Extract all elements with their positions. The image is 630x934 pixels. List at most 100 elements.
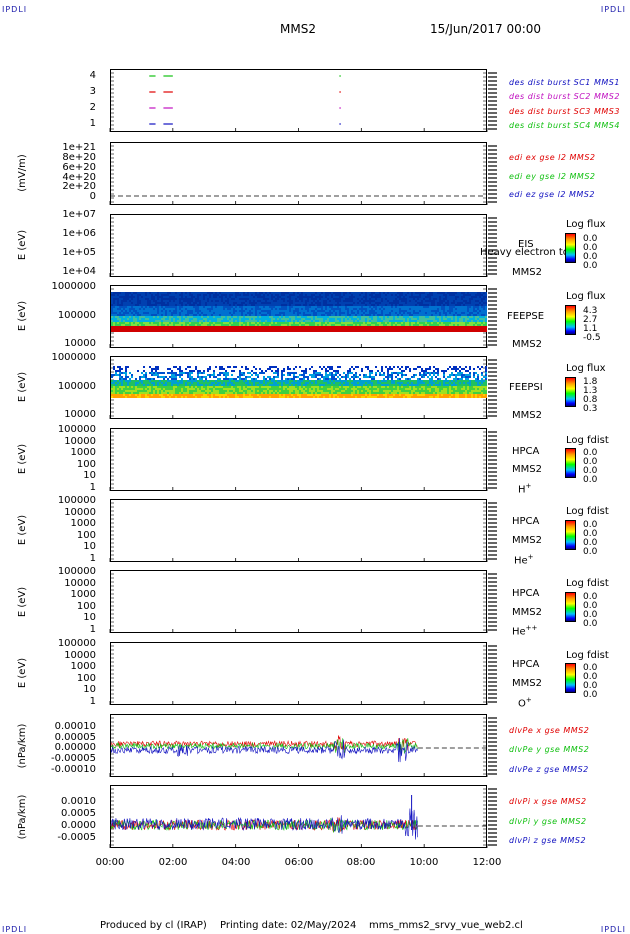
spectrogram-cell: [141, 310, 143, 312]
spectrogram-cell: [309, 300, 311, 302]
spectrogram-cell: [181, 300, 183, 302]
spectrogram-cell: [427, 326, 429, 328]
spectrogram-cell: [119, 396, 121, 398]
spectrogram-cell: [129, 378, 131, 380]
spectrogram-cell: [221, 308, 223, 310]
spectrogram-cell: [415, 312, 417, 314]
spectrogram-cell: [409, 308, 411, 310]
spectrogram-cell: [453, 322, 455, 324]
spectrogram-cell: [371, 308, 373, 310]
spectrogram-cell: [137, 380, 139, 382]
spectrogram-cell: [203, 330, 205, 332]
spectrogram-cell: [305, 306, 307, 308]
spectrogram-cell: [127, 394, 129, 396]
spectrogram-cell: [203, 328, 205, 330]
spectrogram-cell: [157, 390, 159, 392]
spectrogram-cell: [209, 302, 211, 304]
spectrogram-cell: [121, 388, 123, 390]
spectrogram-cell: [141, 376, 143, 378]
spectrogram-cell: [443, 316, 445, 318]
spectrogram-cell: [303, 302, 305, 304]
spectrogram-cell: [287, 330, 289, 332]
spectrogram-cell: [305, 314, 307, 316]
spectrogram-cell: [241, 310, 243, 312]
spectrogram-cell: [385, 306, 387, 308]
spectrogram-cell: [405, 304, 407, 306]
spectrogram-cell: [459, 316, 461, 318]
spectrogram-cell: [185, 372, 187, 374]
spectrogram-cell: [193, 396, 195, 398]
spectrogram-cell: [239, 312, 241, 314]
spectrogram-cell: [309, 328, 311, 330]
spectrogram-cell: [369, 322, 371, 324]
spectrogram-cell: [255, 324, 257, 326]
spectrogram-cell: [249, 302, 251, 304]
spectrogram-cell: [223, 304, 225, 306]
spectrogram-cell: [229, 304, 231, 306]
spectrogram-cell: [475, 292, 477, 294]
spectrogram-cell: [401, 314, 403, 316]
spectrogram-cell: [121, 330, 123, 332]
spectrogram-cell: [155, 328, 157, 330]
spectrogram-cell: [279, 306, 281, 308]
spectrogram-cell: [187, 318, 189, 320]
spectrogram-cell: [153, 384, 155, 386]
spectrogram-cell: [133, 380, 135, 382]
spectrogram-cell: [247, 330, 249, 332]
spectrogram-cell: [439, 300, 441, 302]
spectrogram-cell: [363, 300, 365, 302]
spectrogram-cell: [187, 384, 189, 386]
spectrogram-cell: [205, 314, 207, 316]
spectrogram-cell: [437, 292, 439, 294]
spectrogram-cell: [201, 294, 203, 296]
spectrogram-cell: [313, 324, 315, 326]
spectrogram-cell: [321, 296, 323, 298]
spectrogram-cell: [249, 300, 251, 302]
spectrogram-cell: [349, 322, 351, 324]
spectrogram-cell: [113, 380, 115, 382]
spectrogram-cell: [231, 328, 233, 330]
spectrogram-cell: [149, 326, 151, 328]
spectrogram-cell: [231, 300, 233, 302]
spectrogram-cell: [383, 296, 385, 298]
spectrogram-cell: [117, 312, 119, 314]
spectrogram-cell: [201, 390, 203, 392]
spectrogram-cell: [321, 328, 323, 330]
spectrogram-cell: [345, 328, 347, 330]
spectrogram-cell: [279, 292, 281, 294]
spectrogram-cell: [475, 294, 477, 296]
spectrogram-cell: [155, 292, 157, 294]
spectrogram-cell: [447, 326, 449, 328]
spectrogram-cell: [263, 296, 265, 298]
spectrogram-cell: [165, 314, 167, 316]
spectrogram-cell: [303, 312, 305, 314]
spectrogram-cell: [215, 300, 217, 302]
spectrogram-cell: [111, 306, 113, 308]
spectrogram-cell: [289, 320, 291, 322]
spectrogram-cell: [297, 292, 299, 294]
spectrogram-cell: [137, 318, 139, 320]
spectrogram-cell: [255, 306, 257, 308]
spectrogram-cell: [287, 298, 289, 300]
spectrogram-cell: [157, 294, 159, 296]
spectrogram-cell: [285, 316, 287, 318]
spectrogram-cell: [163, 300, 165, 302]
spectrogram-cell: [301, 322, 303, 324]
spectrogram-cell: [133, 292, 135, 294]
spectrogram-cell: [117, 308, 119, 310]
spectrogram-cell: [357, 300, 359, 302]
spectrogram-cell: [293, 314, 295, 316]
spectrogram-cell: [253, 302, 255, 304]
spectrogram-cell: [353, 304, 355, 306]
spectrogram-cell: [149, 388, 151, 390]
spectrogram-cell: [123, 316, 125, 318]
spectrogram-cell: [155, 326, 157, 328]
spectrogram-cell: [191, 380, 193, 382]
spectrogram-cell: [139, 300, 141, 302]
spectrogram-cell: [329, 296, 331, 298]
spectrogram-cell: [453, 314, 455, 316]
spectrogram-cell: [163, 378, 165, 380]
spectrogram-cell: [155, 384, 157, 386]
spectrogram-cell: [141, 306, 143, 308]
spectrogram-cell: [227, 306, 229, 308]
